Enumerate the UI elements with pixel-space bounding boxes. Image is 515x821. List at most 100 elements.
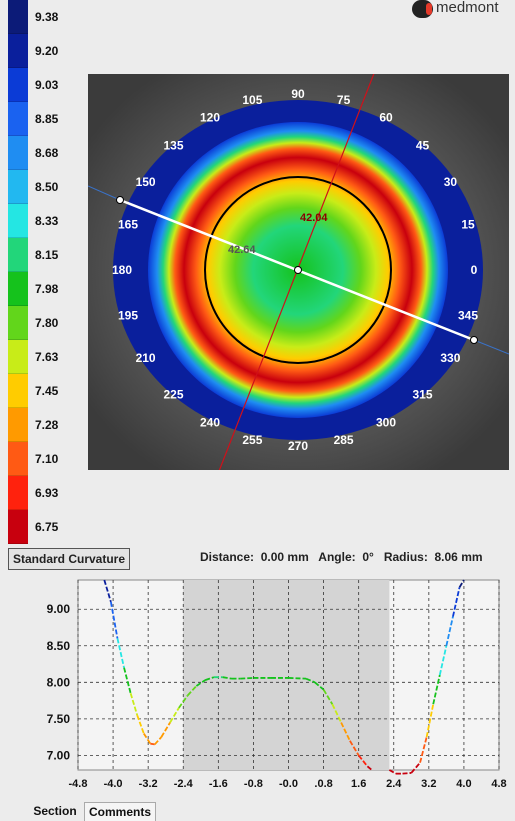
y-tick-label: 8.00 <box>47 675 71 689</box>
profile-segment <box>388 769 397 775</box>
legend-value: 7.28 <box>35 418 59 432</box>
x-tick-label: 3.2 <box>421 778 436 790</box>
tab-comments[interactable]: Comments <box>84 802 156 821</box>
legend-row: 6.75 <box>0 510 60 544</box>
legend-swatch <box>8 374 28 408</box>
x-tick-label: 4.0 <box>456 778 471 790</box>
axis-degree-label: 90 <box>291 87 305 101</box>
legend-swatch <box>8 102 28 136</box>
k-reading-flat: 42.64 <box>228 244 256 256</box>
profile-segment <box>322 689 334 705</box>
x-tick-label: -3.2 <box>139 778 158 790</box>
legend-swatch <box>8 306 28 340</box>
legend-swatch <box>8 238 28 272</box>
legend-swatch <box>8 272 28 306</box>
x-tick-label: -4.8 <box>69 778 88 790</box>
legend-row: 7.45 <box>0 374 60 408</box>
profile-segment <box>432 674 441 705</box>
legend-value: 8.85 <box>35 112 59 126</box>
axis-degree-label: 270 <box>288 439 308 453</box>
legend-row: 9.03 <box>0 68 60 102</box>
profile-segment <box>314 681 325 691</box>
distance-label: Distance: <box>200 550 255 564</box>
x-tick-label: -2.4 <box>174 778 194 790</box>
legend-row: 7.80 <box>0 306 60 340</box>
axis-degree-label: 15 <box>461 217 475 231</box>
legend-row: 8.33 <box>0 204 60 238</box>
color-scale-legend: 9.38 9.20 9.03 8.85 8.68 8.50 8.33 8.15 7.98 7.80… <box>0 0 60 545</box>
tab-section[interactable]: Section <box>30 802 80 820</box>
legend-value: 8.50 <box>35 180 59 194</box>
y-tick-label: 7.50 <box>47 712 71 726</box>
profile-segment <box>305 677 316 684</box>
profile-segment <box>340 722 351 742</box>
x-tick-label: -1.6 <box>209 778 228 790</box>
axis-degree-label: 120 <box>200 111 220 125</box>
legend-swatch <box>8 510 28 544</box>
legend-swatch <box>8 204 28 238</box>
profile-segment <box>452 587 461 617</box>
profile-segment <box>458 579 465 588</box>
axis-degree-label: 60 <box>379 111 393 125</box>
k-reading-steep: 42.04 <box>300 212 328 224</box>
map-mode-button[interactable]: Standard Curvature <box>8 548 130 570</box>
profile-segment <box>154 736 162 746</box>
section-handle-start[interactable] <box>116 196 124 204</box>
axis-degree-label: 0 <box>471 263 478 277</box>
axis-degree-label: 135 <box>163 139 183 153</box>
x-tick-label: 2.4 <box>386 778 402 790</box>
axis-degree-label: 210 <box>136 351 156 365</box>
profile-segment <box>331 703 342 723</box>
profile-segment <box>204 676 215 681</box>
profile-segment <box>288 677 307 680</box>
profile-segment <box>402 772 412 775</box>
legend-value: 6.75 <box>35 520 59 534</box>
axis-degree-label: 180 <box>112 263 132 277</box>
legend-value: 7.63 <box>35 350 59 364</box>
radius-value: 8.06 mm <box>434 550 483 564</box>
legend-swatch <box>8 408 28 442</box>
y-tick-label: 9.00 <box>47 602 71 616</box>
profile-segment <box>110 601 119 639</box>
x-tick-label: .0.8 <box>314 778 332 790</box>
profile-segment <box>116 638 125 668</box>
profile-segment <box>129 693 139 716</box>
brand-logo: medmont <box>412 0 512 20</box>
optic-zone-shading <box>183 580 390 770</box>
legend-swatch <box>8 340 28 374</box>
measurement-readouts: Distance: 0.00 mm Angle: 0° Radius: 8.06… <box>200 550 483 564</box>
profile-segment <box>143 732 152 745</box>
section-handle-end[interactable] <box>470 336 478 344</box>
legend-value: 7.80 <box>35 316 59 330</box>
legend-swatch <box>8 68 28 102</box>
axis-degree-label: 345 <box>458 309 478 323</box>
axis-degree-label: 240 <box>200 415 220 429</box>
x-tick-label: -0.0 <box>279 778 298 790</box>
legend-row: 9.38 <box>0 0 60 34</box>
axis-degree-label: 165 <box>118 217 138 231</box>
radius-label: Radius: <box>383 550 428 564</box>
legend-value: 7.45 <box>35 384 59 398</box>
legend-value: 8.68 <box>35 146 59 160</box>
profile-segment <box>103 579 112 603</box>
axis-degree-label: 150 <box>136 175 156 189</box>
profile-segment <box>438 645 448 676</box>
legend-row: 8.50 <box>0 170 60 204</box>
center-marker <box>294 266 302 274</box>
legend-row: 6.93 <box>0 476 60 510</box>
section-profile-chart: -4.8 -4.0 -3.2 -2.4 -1.6 -0.8 -0.0 .0.8 1.6 2.4 3.… <box>8 572 508 802</box>
profile-segment <box>123 667 132 694</box>
legend-value: 7.10 <box>35 452 59 466</box>
topography-map[interactable]: 42.04 42.64 0 15 30 45 60 75 90 105 120 135 150 165… <box>88 74 509 470</box>
profile-segment <box>186 685 198 697</box>
legend-row: 7.63 <box>0 340 60 374</box>
legend-row: 8.85 <box>0 102 60 136</box>
angle-label: Angle: <box>318 550 356 564</box>
legend-swatch <box>8 136 28 170</box>
axis-degree-label: 300 <box>376 415 396 429</box>
axis-degree-label: 315 <box>412 388 432 402</box>
x-tick-label: 1.6 <box>351 778 366 790</box>
axis-degree-label: 255 <box>242 433 262 447</box>
angle-value: 0° <box>362 550 374 564</box>
legend-row: 7.10 <box>0 442 60 476</box>
